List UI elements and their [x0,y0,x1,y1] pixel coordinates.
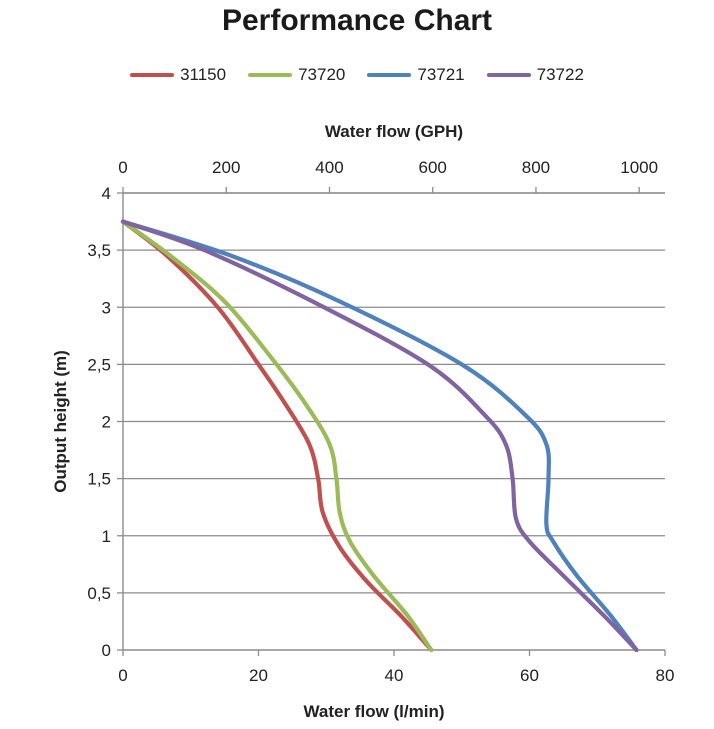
legend-label-73720: 73720 [298,65,346,84]
legend-item-73721: 73721 [367,65,465,85]
series-line-73720 [120,219,434,653]
top-tick-label: 400 [315,158,343,177]
y-tick-label: 3,5 [87,241,111,260]
x-tick-label: 60 [520,666,539,685]
y-tick-label: 2,5 [87,355,111,374]
y-tick-label: 1 [102,527,111,546]
legend-item-73722: 73722 [486,65,584,85]
x-tick-label: 80 [656,666,675,685]
series-line-31150 [120,219,434,653]
x-axis-title: Water flow (l/min) [303,702,444,721]
legend-item-73720: 73720 [248,65,345,85]
y-tick-label: 0,5 [87,584,111,603]
legend-label-73722: 73722 [536,65,584,84]
legend-swatch-31150 [130,73,175,77]
y-tick-label: 4 [102,184,111,203]
y-axis-title: Output height (m) [51,350,70,493]
top-tick-label: 1000 [620,158,658,177]
legend-item-31150: 31150 [130,65,226,85]
series-line-73721 [120,219,639,653]
y-tick-label: 0 [102,641,111,660]
x-tick-label: 0 [118,666,127,685]
top-tick-label: 0 [118,158,127,177]
x-tick-label: 20 [249,666,268,685]
chart-title: Performance Chart [221,4,493,37]
legend-label-31150: 31150 [180,65,227,84]
legend: 31150 73720 73721 73722 [0,60,714,90]
x-tick-label: 40 [385,666,404,685]
top-tick-label: 800 [522,158,550,177]
top-tick-label: 200 [212,158,240,177]
top-axis-title: Water flow (GPH) [325,122,463,141]
y-tick-label: 3 [102,298,111,317]
series-line-73722 [120,219,639,653]
legend-label-73721: 73721 [417,65,465,84]
y-tick-label: 1,5 [87,470,111,489]
legend-swatch-73720 [248,73,293,77]
top-tick-label: 600 [419,158,447,177]
legend-swatch-73721 [367,73,412,77]
y-tick-label: 2 [102,413,111,432]
legend-swatch-73722 [486,73,531,77]
